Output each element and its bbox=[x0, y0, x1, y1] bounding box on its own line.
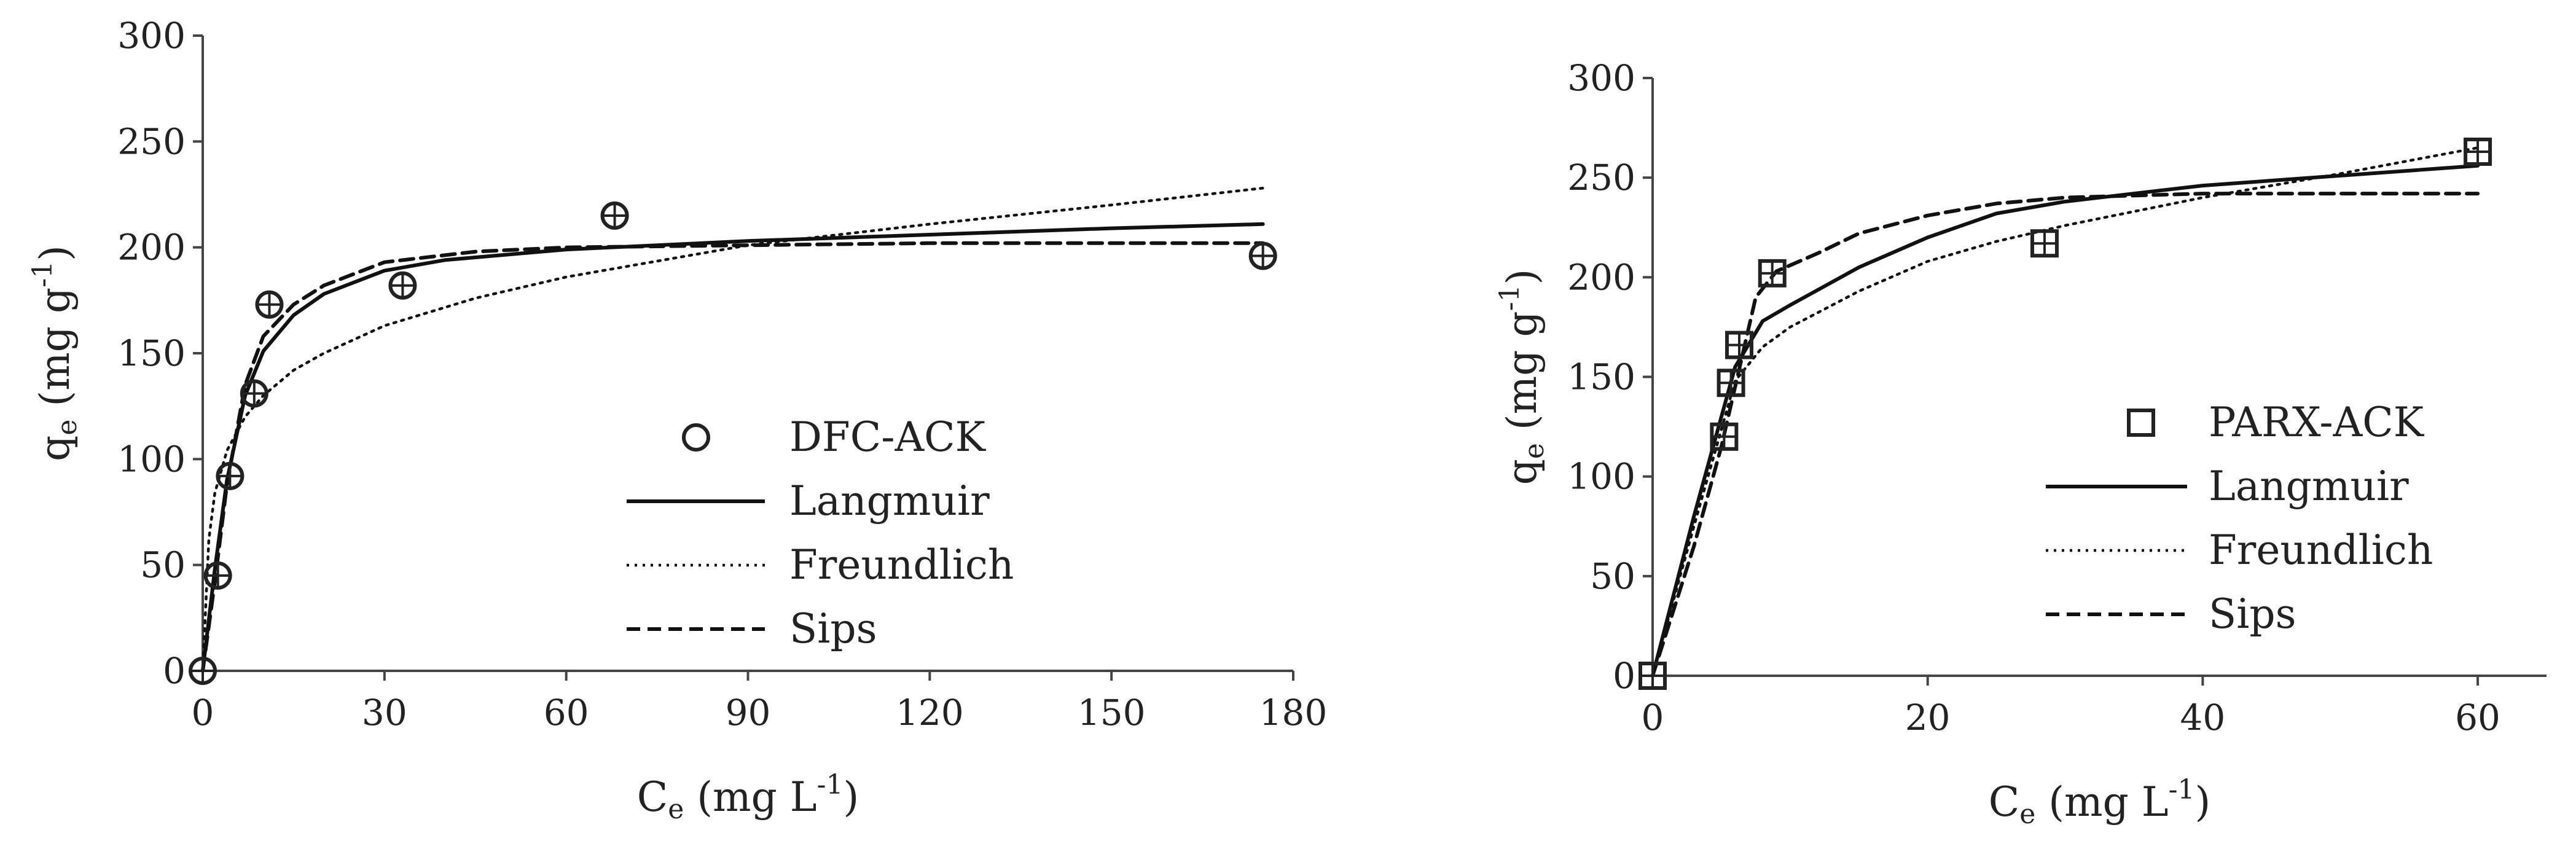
x-tick-label: 60 bbox=[544, 692, 589, 734]
axis-title-main: q bbox=[1498, 459, 1546, 485]
x-tick-label: 20 bbox=[1905, 697, 1951, 738]
axis-title-sup: -1 bbox=[27, 261, 58, 288]
series-line-langmuir bbox=[1651, 163, 2480, 678]
legend-label-langmuir: Langmuir bbox=[2209, 463, 2409, 510]
legend-marker-shape bbox=[682, 423, 710, 452]
x-tick-label: 60 bbox=[2455, 697, 2500, 738]
axis-title-sub: e bbox=[668, 794, 684, 825]
x-axis-title: Ce (mg L-1) bbox=[1989, 774, 2211, 830]
data-point bbox=[1638, 662, 1667, 690]
axis-title-main: q bbox=[31, 436, 79, 461]
axis-title-unit: (mg L bbox=[684, 773, 816, 821]
y-tick-label: 250 bbox=[1567, 157, 1635, 198]
data-point bbox=[1248, 241, 1277, 270]
legend-label-points: DFC-ACK bbox=[789, 413, 987, 461]
axis-title-close: ) bbox=[1498, 269, 1546, 285]
legend: PARX-ACK Langmuir Freundlich Sips bbox=[2046, 399, 2433, 638]
data-point bbox=[240, 379, 268, 408]
axis-title-sup: -1 bbox=[817, 769, 844, 800]
axis-title-close: ) bbox=[2195, 778, 2211, 826]
y-tick-label: 150 bbox=[1567, 356, 1635, 398]
data-point bbox=[600, 201, 629, 230]
axis-title-unit: (mg L bbox=[2035, 778, 2168, 826]
legend-label-sips: Sips bbox=[789, 605, 877, 652]
axis-title-sub: e bbox=[2019, 799, 2035, 830]
axis-title-main: C bbox=[1989, 778, 2020, 826]
legend: DFC-ACK Langmuir Freundlich Sips bbox=[627, 413, 1014, 652]
data-point bbox=[1725, 331, 1754, 359]
axis-title-unit: (mg g bbox=[31, 288, 79, 420]
legend-label-freundlich: Freundlich bbox=[2209, 526, 2433, 574]
y-tick-label: 200 bbox=[117, 227, 186, 268]
y-tick-label: 250 bbox=[117, 120, 186, 162]
legend-label-langmuir: Langmuir bbox=[789, 477, 990, 525]
x-tick-label: 90 bbox=[726, 692, 771, 734]
y-axis-title: qe (mg g-1) bbox=[27, 245, 83, 461]
y-tick-label: 50 bbox=[140, 544, 186, 586]
x-tick-label: 0 bbox=[1642, 697, 1664, 738]
x-tick-label: 180 bbox=[1259, 692, 1328, 734]
data-point bbox=[1710, 422, 1739, 451]
x-tick-label: 120 bbox=[896, 692, 964, 734]
x-tick-label: 40 bbox=[2180, 697, 2225, 738]
y-tick-label: 300 bbox=[1567, 57, 1635, 99]
data-point bbox=[388, 271, 417, 300]
data-point bbox=[1717, 369, 1745, 397]
data-point bbox=[216, 461, 245, 490]
data-point bbox=[203, 561, 232, 590]
legend-label-points: PARX-ACK bbox=[2209, 399, 2425, 446]
y-tick-label: 100 bbox=[1567, 456, 1635, 498]
y-axis-title-group: qe (mg g-1) bbox=[27, 245, 83, 461]
axis-title-sub: e bbox=[52, 420, 83, 436]
x-axis-title: Ce (mg L-1) bbox=[637, 769, 859, 825]
axis-title-sub: e bbox=[1519, 443, 1550, 459]
x-tick-label: 150 bbox=[1078, 692, 1146, 734]
y-tick-label: 150 bbox=[117, 332, 186, 374]
series-line-sips bbox=[201, 241, 1265, 673]
chart-panel-1: 0 50 100 150 200 250 300 0 30 60 90 120 150 180 Ce (mg… bbox=[27, 15, 1327, 825]
y-tick-label: 0 bbox=[1613, 655, 1635, 697]
axis-title-close: ) bbox=[31, 245, 79, 261]
y-axis-title: qe (mg g-1) bbox=[1494, 269, 1550, 485]
y-tick-label: 200 bbox=[1567, 256, 1635, 298]
legend-marker bbox=[2127, 409, 2155, 437]
y-tick-label: 100 bbox=[117, 438, 186, 480]
axis-title-close: ) bbox=[844, 773, 859, 821]
y-tick-label: 0 bbox=[163, 650, 186, 692]
series-line-langmuir bbox=[201, 222, 1265, 673]
axis-title-main: C bbox=[637, 773, 668, 821]
data-point bbox=[2030, 229, 2059, 258]
axis-title-unit: (mg g bbox=[1498, 311, 1546, 443]
data-point bbox=[255, 290, 284, 319]
legend-marker-shape bbox=[2127, 409, 2155, 437]
data-point bbox=[189, 657, 217, 685]
y-axis-title-group: qe (mg g-1) bbox=[1494, 269, 1550, 485]
x-tick-label: 30 bbox=[362, 692, 407, 734]
series-line-freundlich bbox=[201, 186, 1264, 673]
y-tick-label: 300 bbox=[117, 15, 186, 57]
data-point bbox=[1758, 259, 1787, 288]
x-tick-label: 0 bbox=[192, 692, 214, 734]
legend-marker bbox=[682, 423, 710, 452]
axis-title-sup: -1 bbox=[2169, 774, 2195, 805]
data-point bbox=[2464, 138, 2492, 166]
axis-title-sup: -1 bbox=[1494, 284, 1525, 311]
legend-label-sips: Sips bbox=[2209, 590, 2296, 638]
y-tick-label: 50 bbox=[1590, 555, 1635, 597]
legend-label-freundlich: Freundlich bbox=[789, 541, 1014, 589]
